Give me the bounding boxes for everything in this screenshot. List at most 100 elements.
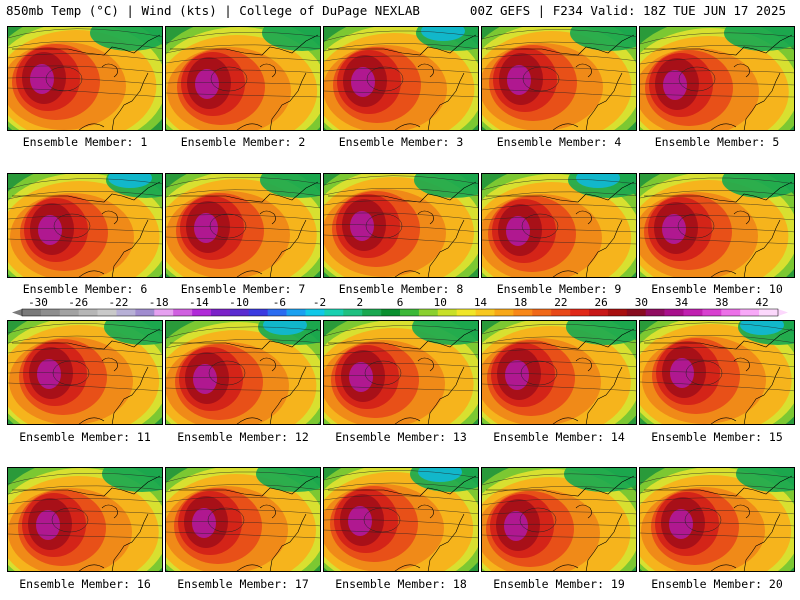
colorbar-segment [721,309,741,316]
ensemble-member-label: Ensemble Member: 11 [19,430,151,444]
ensemble-member-map [481,320,637,425]
colorbar-segment [362,309,382,316]
colorbar-segment [532,309,552,316]
colorbar-segment [664,309,684,316]
colorbar-segment [437,309,457,316]
colorbar-tick-label: 10 [434,296,447,309]
colorbar-segment [135,309,155,316]
colorbar-segment [116,309,136,316]
ensemble-member-map [7,467,163,572]
colorbar-segment [343,309,363,316]
colorbar-tick-label: 34 [675,296,689,309]
ensemble-member-map [323,467,479,572]
colorbar-segment [418,309,439,316]
ensemble-member-map [323,26,479,131]
colorbar-segment [475,309,495,316]
colorbar-tick-label: -14 [189,296,209,309]
ensemble-member-label: Ensemble Member: 18 [335,577,467,591]
colorbar-segment [607,309,628,316]
colorbar-segment [59,309,79,316]
ensemble-member-map [323,173,479,278]
ensemble-member-label: Ensemble Member: 14 [493,430,625,444]
colorbar-tick-label: 14 [474,296,488,309]
colorbar-segment [286,309,306,316]
colorbar-tick-label: 22 [554,296,567,309]
ensemble-member-map [481,173,637,278]
colorbar-segment [759,309,779,316]
ensemble-member-label: Ensemble Member: 16 [19,577,151,591]
ensemble-member-map [7,320,163,425]
ensemble-member-map [165,320,321,425]
ensemble-member-label: Ensemble Member: 4 [496,135,622,149]
run-valid-time: 00Z GEFS | F234 Valid: 18Z TUE JUN 17 20… [469,3,786,18]
colorbar-segment [211,309,231,316]
ensemble-member-label: Ensemble Member: 12 [177,430,309,444]
colorbar-segment [589,309,609,316]
colorbar-segment [683,309,703,316]
ensemble-member-label: Ensemble Member: 3 [338,135,464,149]
colorbar-tick-label: -10 [229,296,249,309]
colorbar-tick-label: -2 [313,296,326,309]
colorbar-tick-label: 6 [397,296,404,309]
colorbar-tick-label: -30 [28,296,48,309]
ensemble-member-label: Ensemble Member: 5 [654,135,780,149]
colorbar-segment [381,309,401,316]
colorbar-tick-label: 18 [514,296,527,309]
colorbar-segment [22,309,42,316]
colorbar-segment [40,309,61,316]
ensemble-member-map [481,467,637,572]
ensemble-member-label: Ensemble Member: 20 [651,577,783,591]
ensemble-member-label: Ensemble Member: 19 [493,577,625,591]
temperature-colorbar: -30 -26 -22 -18 -14 -10 -6 -2 2 6 10 14 18 22 26 30 34 38… [12,296,788,317]
colorbar-segment [551,309,571,316]
colorbar-segment [494,309,514,316]
colorbar-tick-label: 26 [594,296,607,309]
colorbar-segment [229,309,250,316]
ensemble-member-label: Ensemble Member: 9 [496,282,622,296]
colorbar-tick-label: 38 [715,296,728,309]
colorbar-tick-label: -6 [273,296,286,309]
colorbar-segment [305,309,325,316]
colorbar-segment [513,309,533,316]
colorbar-segment [78,309,98,316]
colorbar-segment [400,309,420,316]
colorbar-segment [324,309,344,316]
ensemble-member-map [639,320,795,425]
colorbar-segment [456,309,476,316]
ensemble-member-map [165,26,321,131]
colorbar-tick-label: 30 [635,296,648,309]
ensemble-member-label: Ensemble Member: 2 [180,135,306,149]
colorbar-segment [570,309,590,316]
colorbar-segment [740,309,760,316]
colorbar-segment [626,309,646,316]
ensemble-member-map [7,26,163,131]
colorbar-tick-label: -18 [149,296,169,309]
colorbar-segment [248,309,268,316]
ensemble-member-map [165,173,321,278]
ensemble-member-label: Ensemble Member: 15 [651,430,783,444]
ensemble-member-map [639,26,795,131]
ensemble-member-map [639,173,795,278]
colorbar-segment [192,309,212,316]
ensemble-member-label: Ensemble Member: 17 [177,577,309,591]
colorbar-segment [97,309,117,316]
colorbar-tick-label: 42 [755,296,768,309]
colorbar-segment [702,309,722,316]
colorbar-segment [645,309,665,316]
ensemble-member-map [165,467,321,572]
ensemble-member-label: Ensemble Member: 8 [338,282,464,296]
ensemble-member-map [639,467,795,572]
ensemble-member-label: Ensemble Member: 10 [651,282,783,296]
colorbar-tick-label: 2 [356,296,363,309]
ensemble-member-label: Ensemble Member: 7 [180,282,306,296]
ensemble-member-label: Ensemble Member: 6 [22,282,148,296]
map-title: 850mb Temp (°C) | Wind (kts) | College o… [6,3,420,18]
colorbar-tick-label: -26 [68,296,88,309]
colorbar-tick-label: -22 [109,296,129,309]
ensemble-member-map [7,173,163,278]
colorbar-segment [173,309,193,316]
ensemble-member-label: Ensemble Member: 13 [335,430,467,444]
colorbar-segment [154,309,174,316]
colorbar-segment [267,309,287,316]
ensemble-member-label: Ensemble Member: 1 [22,135,148,149]
